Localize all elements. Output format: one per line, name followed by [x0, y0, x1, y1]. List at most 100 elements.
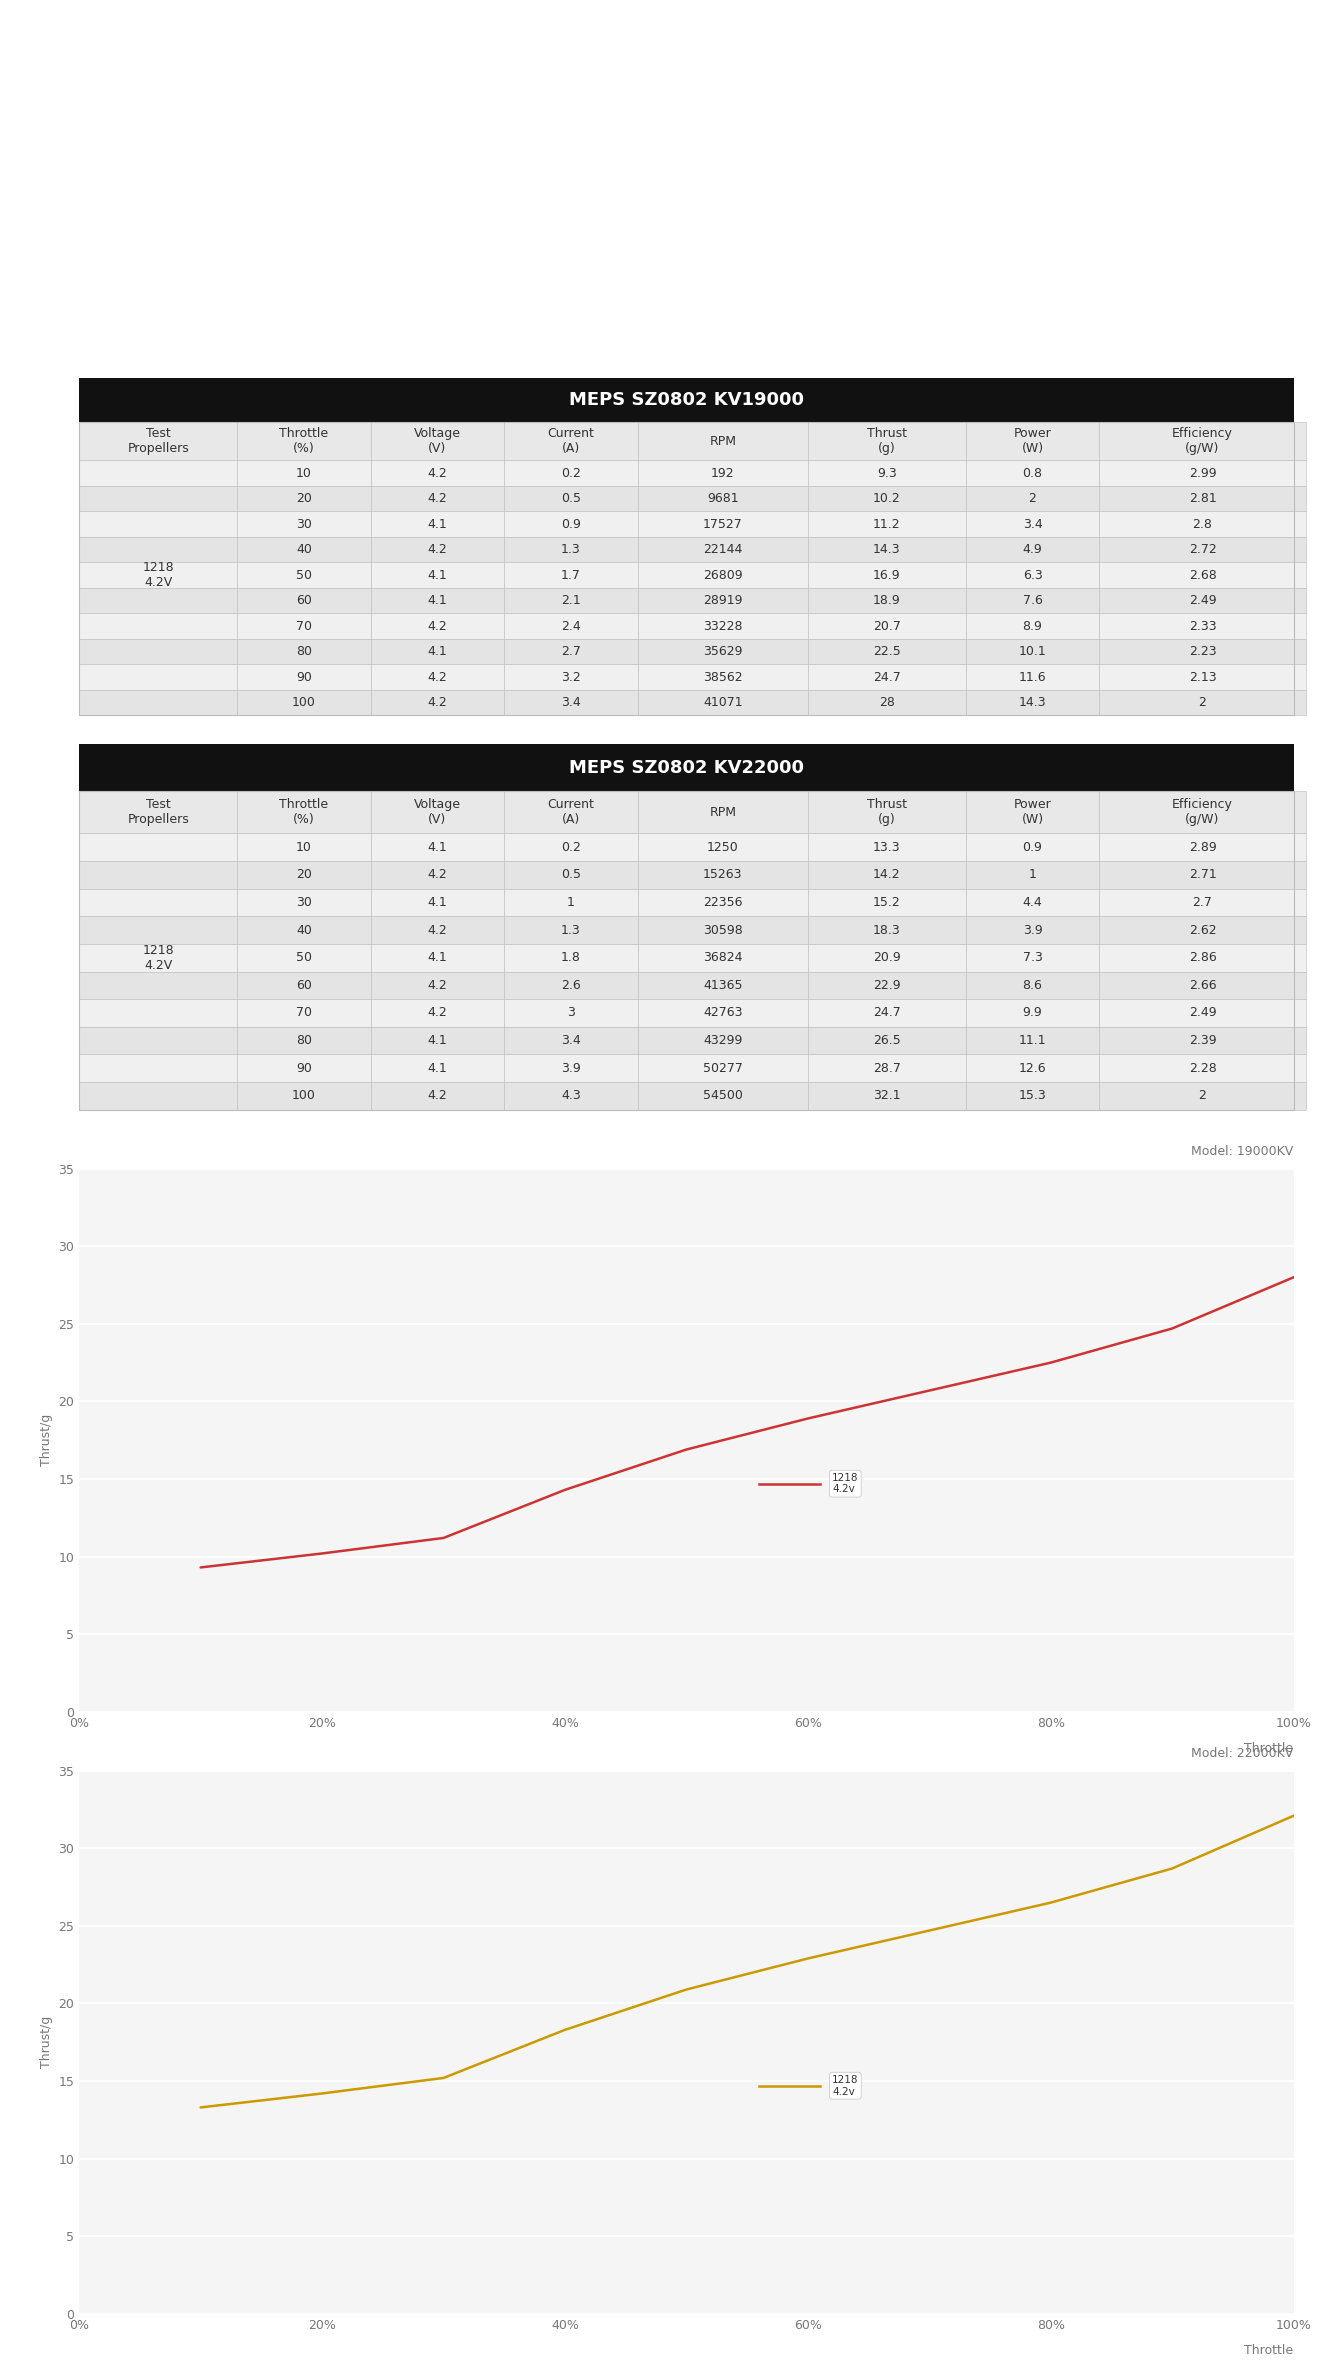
Bar	[966, 999, 1100, 1027]
Bar	[1100, 1055, 1305, 1081]
Text: 1: 1	[1028, 869, 1036, 881]
Bar	[504, 862, 638, 888]
Text: 2.33: 2.33	[1189, 619, 1216, 633]
Bar	[238, 862, 371, 888]
Bar	[638, 1055, 808, 1081]
Bar	[371, 1055, 504, 1081]
Bar	[238, 1081, 371, 1110]
Text: 20: 20	[296, 869, 312, 881]
Text: 22.9: 22.9	[873, 980, 900, 992]
Text: 2.68: 2.68	[1188, 569, 1217, 581]
Bar	[808, 916, 966, 944]
Bar	[638, 486, 808, 512]
Bar	[371, 423, 504, 460]
Bar	[79, 791, 238, 833]
Text: 10: 10	[296, 467, 312, 479]
Bar	[1100, 1027, 1305, 1055]
Bar	[504, 970, 638, 999]
Bar	[966, 862, 1100, 888]
Bar	[238, 791, 371, 833]
Text: 192: 192	[711, 467, 735, 479]
Bar	[1100, 916, 1305, 944]
Text: 1.3: 1.3	[561, 923, 581, 937]
Bar	[79, 970, 238, 999]
Bar	[638, 833, 808, 862]
Bar	[1100, 999, 1305, 1027]
Bar	[504, 423, 638, 460]
Text: 4.3: 4.3	[561, 1088, 581, 1103]
Text: 9.9: 9.9	[1023, 1006, 1043, 1020]
Bar	[504, 486, 638, 512]
Bar	[1100, 862, 1305, 888]
Bar	[966, 663, 1100, 689]
Text: 4.2: 4.2	[428, 980, 447, 992]
Bar	[808, 423, 966, 460]
Text: 2.1: 2.1	[561, 595, 581, 607]
Bar	[808, 862, 966, 888]
Bar	[238, 562, 371, 588]
Text: 60: 60	[296, 980, 312, 992]
Text: 3.4: 3.4	[561, 696, 581, 708]
Text: 10: 10	[296, 841, 312, 855]
Bar	[79, 640, 238, 663]
Bar	[808, 588, 966, 614]
Bar	[371, 663, 504, 689]
Text: 2.13: 2.13	[1189, 671, 1216, 685]
Text: Thrust
(g): Thrust (g)	[867, 798, 907, 826]
Bar	[808, 1027, 966, 1055]
Text: 4.1: 4.1	[428, 1062, 447, 1074]
Text: 12.6: 12.6	[1019, 1062, 1047, 1074]
Text: 32.1: 32.1	[873, 1088, 900, 1103]
Y-axis label: Thrust/g: Thrust/g	[40, 1414, 53, 1466]
Text: Test
Propellers: Test Propellers	[127, 427, 189, 456]
Text: Throttle
(%): Throttle (%)	[280, 798, 329, 826]
Text: 3: 3	[568, 1006, 576, 1020]
Text: 20.7: 20.7	[873, 619, 900, 633]
Text: 1: 1	[568, 895, 576, 909]
Text: 2.7: 2.7	[1192, 895, 1213, 909]
Text: 2.72: 2.72	[1188, 543, 1217, 557]
Bar	[371, 512, 504, 536]
Text: 1218
4.2v: 1218 4.2v	[832, 2075, 858, 2097]
Text: 2.62: 2.62	[1189, 923, 1216, 937]
Text: 2.39: 2.39	[1189, 1034, 1216, 1046]
Bar	[371, 536, 504, 562]
Text: 30598: 30598	[704, 923, 743, 937]
Text: 2.8: 2.8	[1192, 517, 1213, 531]
Text: 4.1: 4.1	[428, 595, 447, 607]
Bar	[238, 512, 371, 536]
Bar	[504, 791, 638, 833]
Bar	[371, 1081, 504, 1110]
Bar	[638, 640, 808, 663]
Bar	[371, 486, 504, 512]
Text: 28: 28	[879, 696, 895, 708]
Text: 2.99: 2.99	[1189, 467, 1216, 479]
Bar	[371, 944, 504, 970]
Text: 90: 90	[296, 671, 312, 685]
Bar	[238, 460, 371, 486]
Text: 3.4: 3.4	[561, 1034, 581, 1046]
Text: 60: 60	[296, 595, 312, 607]
Text: 7.6: 7.6	[1023, 595, 1043, 607]
Text: 3.9: 3.9	[1023, 923, 1043, 937]
Bar	[638, 423, 808, 460]
Text: 4.2: 4.2	[428, 467, 447, 479]
Text: 3.2: 3.2	[561, 671, 581, 685]
Bar	[966, 640, 1100, 663]
Bar	[808, 970, 966, 999]
Text: 20: 20	[296, 491, 312, 505]
Text: 14.2: 14.2	[873, 869, 900, 881]
Bar	[79, 536, 238, 562]
Bar	[371, 791, 504, 833]
Text: 6.3: 6.3	[1023, 569, 1043, 581]
Text: 2.6: 2.6	[561, 980, 581, 992]
Bar	[966, 970, 1100, 999]
Bar	[638, 916, 808, 944]
Bar	[808, 536, 966, 562]
Bar	[638, 663, 808, 689]
Bar	[371, 640, 504, 663]
Text: 4.2: 4.2	[428, 671, 447, 685]
Bar	[79, 833, 238, 862]
Bar	[238, 536, 371, 562]
Bar	[371, 833, 504, 862]
